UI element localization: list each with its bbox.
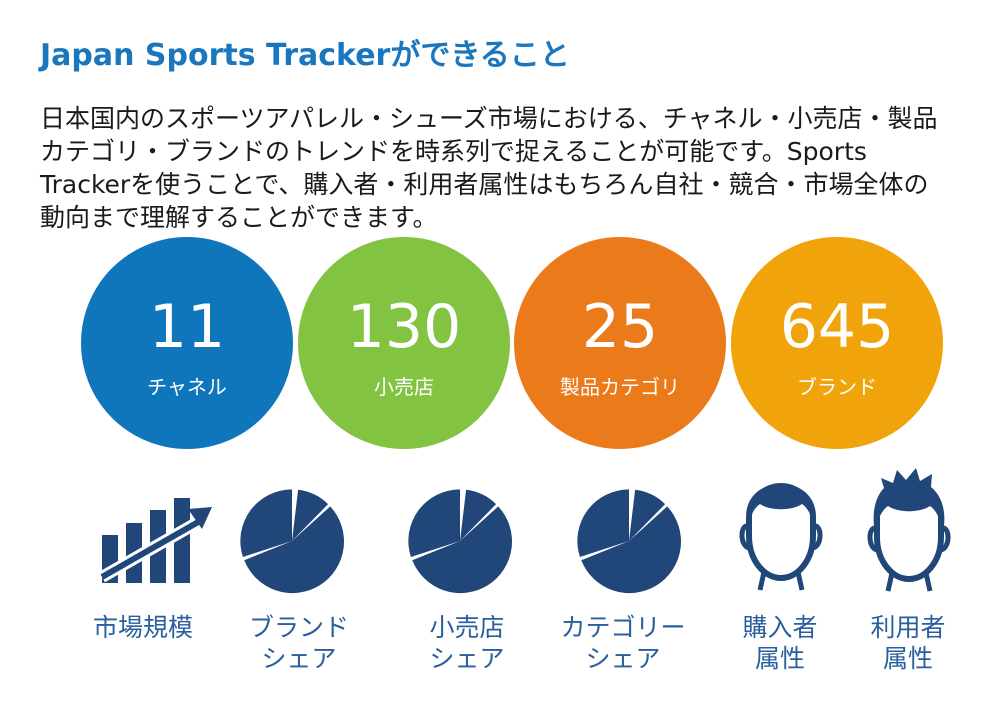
male-head-short-hair-icon: [739, 483, 823, 591]
stat-label: 小売店: [374, 375, 434, 399]
stat-circle-categories: 25 製品カテゴリ: [514, 237, 726, 449]
pie-chart-icon: [240, 489, 345, 594]
stat-circle-brands: 645 ブランド: [731, 237, 943, 449]
stat-value: 130: [346, 292, 462, 362]
stat-circle-channels: 11 チャネル: [81, 237, 293, 449]
feature-label-retailer-share: 小売店 シェア: [429, 613, 505, 673]
male-head-spiky-hair-icon: [867, 468, 951, 592]
stat-value: 25: [581, 292, 659, 362]
feature-label-buyer-attributes: 購入者 属性: [742, 613, 818, 673]
feature-label-market-size: 市場規模: [92, 613, 193, 642]
stat-label: 製品カテゴリ: [560, 375, 680, 399]
stat-circle-retailers: 130 小売店: [298, 237, 510, 449]
stat-value: 645: [779, 292, 895, 362]
stat-value: 11: [148, 292, 226, 362]
bar-chart-growth-icon: [100, 498, 212, 583]
pie-chart-icon: [577, 489, 682, 594]
description-text: 日本国内のスポーツアパレル・シューズ市場における、チャネル・小売店・製品カテゴリ…: [40, 104, 938, 232]
page-title: Japan Sports Trackerができること: [40, 38, 570, 73]
feature-label-user-attributes: 利用者 属性: [870, 613, 946, 673]
feature-label-brand-share: ブランド シェア: [248, 613, 349, 673]
pie-chart-icon: [408, 489, 513, 594]
stat-label: ブランド: [797, 375, 877, 399]
stat-label: チャネル: [147, 375, 227, 399]
feature-label-category-share: カテゴリー シェア: [560, 613, 686, 673]
